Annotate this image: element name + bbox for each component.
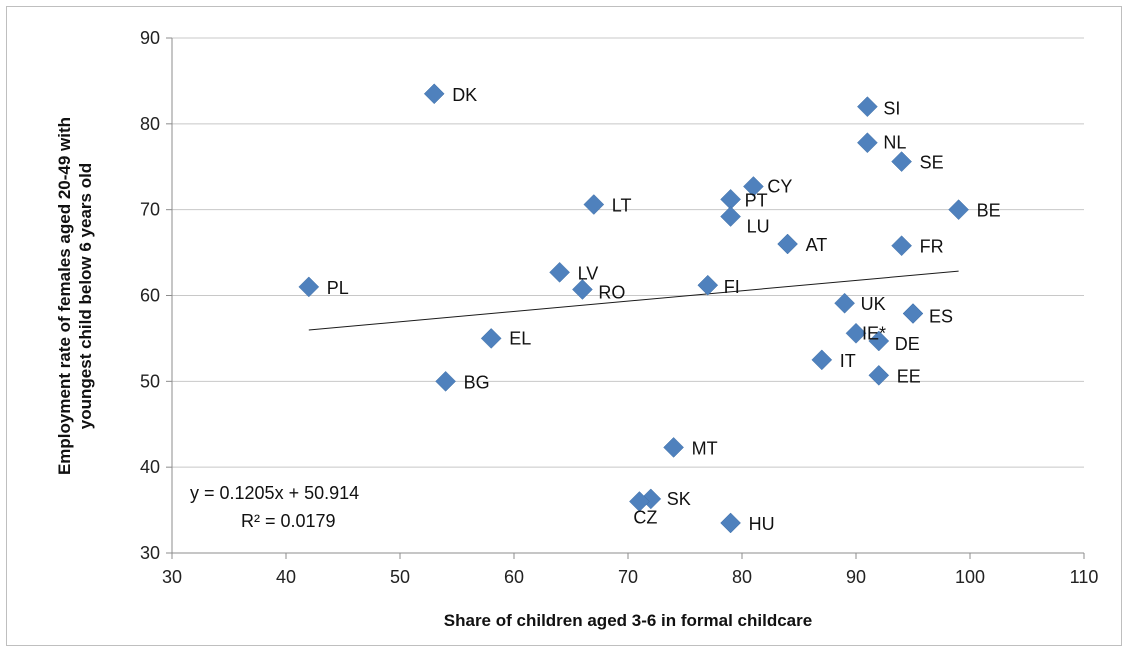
x-axis-title: Share of children aged 3-6 in formal chi… [444,611,812,630]
data-point-cy [743,176,764,197]
point-label: HU [749,514,775,534]
data-point-dk [423,83,445,105]
data-point-at [777,233,798,255]
data-point-be [948,199,969,221]
point-label: LV [578,263,599,283]
x-tick-label: 60 [504,567,524,587]
data-point-ro [572,279,593,300]
data-points [298,83,969,534]
point-label: RO [598,282,625,302]
y-tick-label: 40 [140,457,160,477]
data-point-nl [857,132,878,154]
trendline [308,270,959,331]
point-label: NL [883,133,906,153]
x-tick-label: 40 [276,567,296,587]
point-label: ES [929,307,953,327]
point-label: DK [452,85,477,105]
point-label: LU [747,217,770,237]
point-label: UK [861,294,886,314]
data-point-de [868,330,890,352]
point-label: EL [509,328,531,348]
data-point-hu [720,512,741,534]
point-label: SK [667,489,691,509]
point-label: MT [692,438,718,458]
point-label: FI [724,277,740,297]
y-tick-label: 80 [140,114,160,134]
point-label: CY [767,176,792,196]
point-label: EE [897,366,921,386]
trendline-path [308,270,959,331]
point-label: AT [806,235,828,255]
y-axis-title-line2: youngest child below 6 years old [76,163,95,429]
data-point-se [891,151,912,172]
point-label: SI [883,99,900,119]
data-point-ee [868,364,890,386]
point-label: FR [920,237,944,257]
point-label: CZ [633,508,657,528]
point-label: BE [977,201,1001,221]
point-label: SE [920,153,944,173]
data-point-es [902,303,924,324]
x-tick-label: 50 [390,567,410,587]
point-label: PT [745,190,768,210]
chart-frame [6,6,1122,646]
data-point-fi [697,274,719,296]
x-tick-label: 70 [618,567,638,587]
y-tick-label: 30 [140,543,160,563]
data-point-el [480,328,502,349]
y-tick-label: 70 [140,200,160,220]
data-point-uk [834,292,855,314]
data-point-bg [435,370,456,392]
x-tick-label: 110 [1070,567,1099,587]
data-point-cz [629,491,650,512]
data-point-fr [891,235,912,257]
data-point-ie [845,322,867,344]
y-axis-title-line1: Employment rate of females aged 20-49 wi… [55,117,74,475]
data-point-lt [583,194,605,215]
y-tick-label: 50 [140,371,160,391]
x-tick-label: 100 [955,567,985,587]
trendline-equation: y = 0.1205x + 50.914 [190,483,359,503]
y-tick-label: 90 [140,28,160,48]
x-tick-label: 30 [162,567,182,587]
data-point-lv [549,261,570,283]
point-label: DE [895,334,920,354]
gridlines [172,37,1084,468]
point-label: LT [612,196,632,216]
point-label: IT [840,351,856,371]
point-label: IE* [862,323,886,343]
axes [166,37,1085,559]
point-label: BG [464,372,490,392]
y-tick-label: 60 [140,286,160,306]
point-label: PL [327,278,349,298]
x-tick-label: 80 [732,567,752,587]
data-point-pl [298,276,320,298]
trendline-r-squared: R² = 0.0179 [241,511,336,531]
x-tick-labels: 30 40 50 60 70 80 90 100 110 [162,567,1098,587]
y-tick-labels: 30 40 50 60 70 80 90 [140,28,160,563]
data-point-lu [720,206,741,227]
data-point-si [857,96,878,118]
x-tick-label: 90 [846,567,866,587]
data-point-mt [663,437,684,458]
data-point-it [811,349,833,371]
